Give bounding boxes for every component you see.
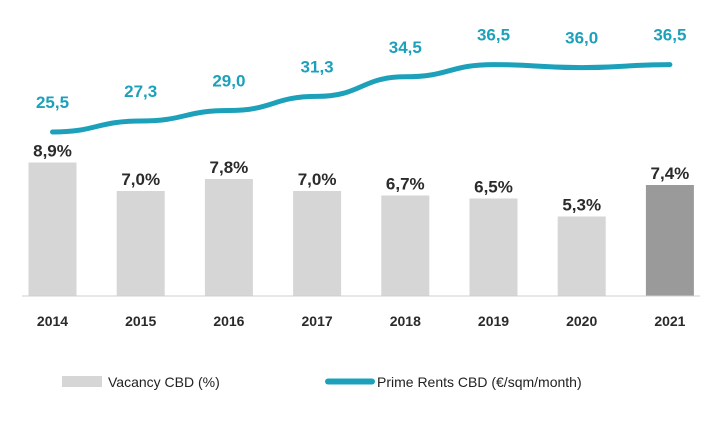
legend-label-vacancy: Vacancy CBD (%) <box>108 374 220 390</box>
vacancy-label-2020: 5,3% <box>562 196 601 215</box>
legend-label-rents: Prime Rents CBD (€/sqm/month) <box>377 374 582 390</box>
vacancy-label-2018: 6,7% <box>386 175 425 194</box>
vacancy-bar-2020 <box>557 216 606 296</box>
rent-label-2021: 36,5 <box>653 26 686 45</box>
x-axis-ticks: 2014 2015 2016 2017 2018 2019 2020 2021 <box>37 313 686 329</box>
vacancy-bar-2016 <box>204 179 253 296</box>
x-tick-2019: 2019 <box>478 313 509 329</box>
vacancy-label-2015: 7,0% <box>121 170 160 189</box>
x-tick-2014: 2014 <box>37 313 68 329</box>
vacancy-bar-2014 <box>28 162 77 296</box>
vacancy-bar-labels: 8,9% 7,0% 7,8% 7,0% 6,7% 6,5% 5,3% 7,4% <box>33 142 689 215</box>
vacancy-label-2017: 7,0% <box>298 170 337 189</box>
vacancy-bar-2017 <box>293 191 342 296</box>
x-tick-2021: 2021 <box>654 313 685 329</box>
vacancy-bar-2015 <box>116 191 165 296</box>
vacancy-label-2014: 8,9% <box>33 142 72 161</box>
rent-label-2017: 31,3 <box>301 57 334 76</box>
vacancy-label-2021: 7,4% <box>651 164 690 183</box>
prime-rents-line <box>50 62 673 135</box>
x-tick-2017: 2017 <box>302 313 333 329</box>
rent-label-2019: 36,5 <box>477 26 510 45</box>
legend: Vacancy CBD (%) Prime Rents CBD (€/sqm/m… <box>62 374 582 390</box>
x-tick-2020: 2020 <box>566 313 597 329</box>
vacancy-label-2016: 7,8% <box>210 158 249 177</box>
rent-line-layer <box>50 62 673 135</box>
x-tick-2018: 2018 <box>390 313 421 329</box>
vacancy-bar-2019 <box>469 198 518 296</box>
rent-label-2020: 36,0 <box>565 29 598 48</box>
legend-swatch-vacancy <box>62 376 102 387</box>
vacancy-bar-2018 <box>381 195 430 296</box>
vacancy-bar-2021 <box>645 185 694 296</box>
vacancy-label-2019: 6,5% <box>474 178 513 197</box>
vacancy-bars <box>28 162 694 296</box>
rent-label-2018: 34,5 <box>389 38 422 57</box>
rent-label-2015: 27,3 <box>124 82 157 101</box>
rent-label-2016: 29,0 <box>212 72 245 91</box>
x-tick-2015: 2015 <box>125 313 156 329</box>
rent-label-2014: 25,5 <box>36 93 69 112</box>
rent-labels: 25,5 27,3 29,0 31,3 34,5 36,5 36,0 36,5 <box>36 26 686 112</box>
x-tick-2016: 2016 <box>213 313 244 329</box>
